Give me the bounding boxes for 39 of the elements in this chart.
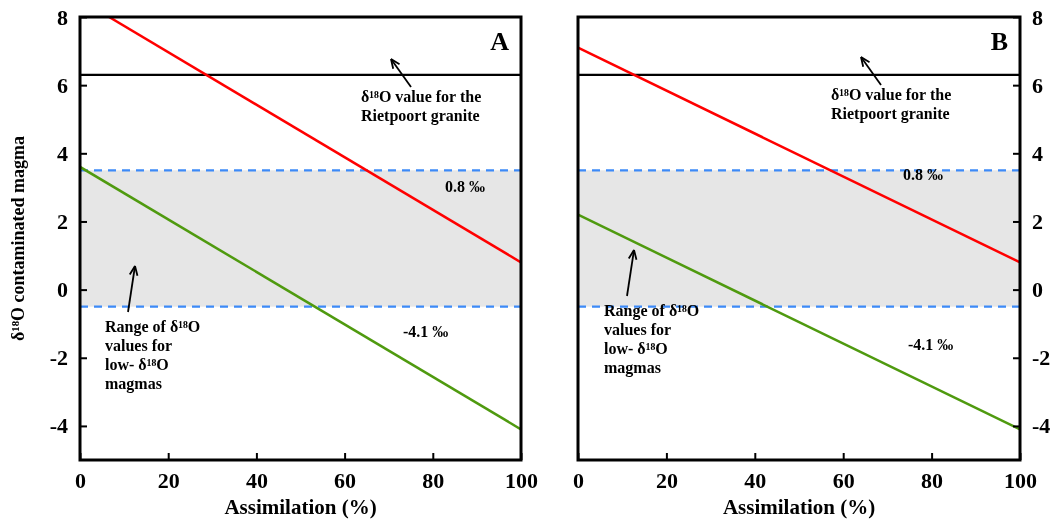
y-tick-label: 2 [57, 209, 68, 234]
y-tick-label: 8 [57, 4, 68, 30]
annotation: Range of δ¹⁸O values for low- δ¹⁸O magmas [604, 302, 700, 377]
x-tick-label: 80 [921, 467, 944, 493]
x-tick-label: 40 [245, 467, 268, 493]
y-tick-label: 0 [1032, 277, 1043, 303]
x-tick-label: 100 [505, 467, 538, 493]
x-tick-label: 20 [157, 467, 180, 493]
annotation: δ¹⁸O value for the Rietpoort granite [361, 88, 482, 125]
y-tick-label: -4 [1032, 413, 1051, 439]
annotation: δ¹⁸O value for the Rietpoort granite [831, 86, 952, 123]
y-tick-label: 2 [1032, 209, 1043, 234]
y-tick-label: 4 [1032, 140, 1043, 166]
annotation: 0.8 ‰ [445, 178, 485, 195]
y-tick-label: -2 [1032, 345, 1051, 371]
x-tick-label: 0 [75, 467, 86, 493]
x-tick-label: 20 [655, 467, 678, 493]
annotation: -4.1 ‰ [908, 336, 954, 353]
y-tick-label: 8 [1032, 4, 1043, 30]
y-tick-label: 0 [57, 277, 68, 303]
x-tick-label: 0 [573, 467, 584, 493]
x-tick-label: 100 [1004, 467, 1037, 493]
y-tick-label: 6 [1032, 72, 1043, 98]
annotation: Range of δ¹⁸O values for low- δ¹⁸O magmas [105, 318, 201, 393]
x-axis-title: Assimilation (%) [722, 495, 876, 519]
chart-title: A [490, 27, 510, 56]
y-tick-label: -4 [49, 413, 68, 439]
annotation: -4.1 ‰ [403, 323, 449, 340]
x-tick-label: 80 [422, 467, 445, 493]
chart-title: B [990, 27, 1008, 56]
y-tick-label: 4 [57, 140, 68, 166]
y-tick-label: 6 [57, 72, 68, 98]
y-axis-title: δ¹⁸O contaminated magma [8, 135, 28, 342]
x-tick-label: 40 [744, 467, 767, 493]
x-axis-title: Assimilation (%) [224, 495, 377, 519]
x-tick-label: 60 [832, 467, 855, 493]
x-tick-label: 60 [334, 467, 357, 493]
y-tick-label: -2 [49, 345, 68, 371]
annotation: 0.8 ‰ [903, 166, 943, 183]
